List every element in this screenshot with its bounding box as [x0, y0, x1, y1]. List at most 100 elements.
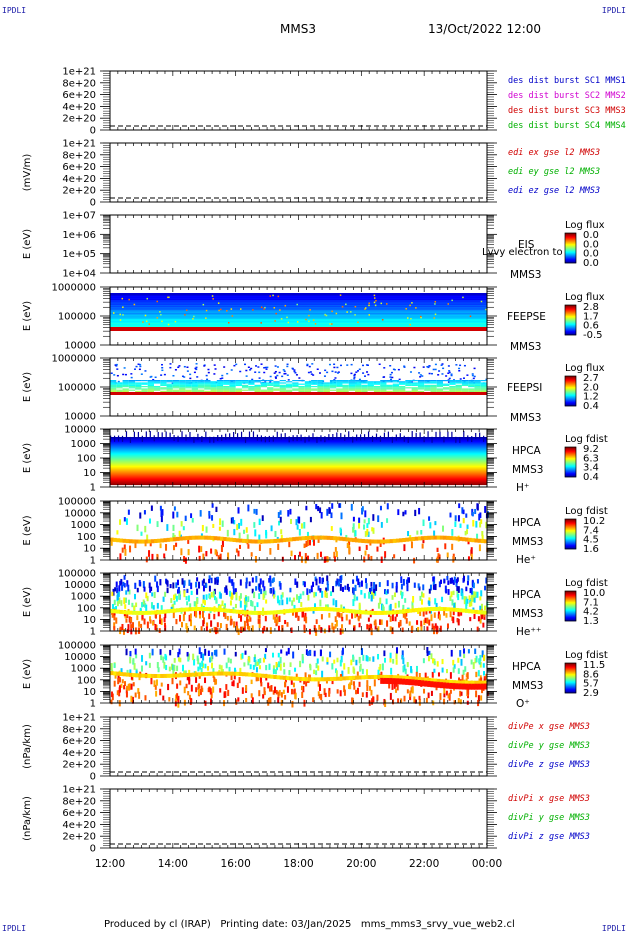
heatmap-cell: [187, 537, 190, 544]
heatmap-cell: [129, 656, 132, 664]
heatmap-cell: [183, 590, 186, 598]
colorbar-cell: [565, 239, 576, 241]
heatmap-cell: [128, 381, 136, 383]
heatmap-cell: [478, 513, 481, 521]
heatmap-cell: [123, 544, 126, 550]
heatmap-cell: [181, 578, 184, 585]
heatmap-cell: [457, 593, 460, 601]
heatmap-cell: [173, 600, 176, 605]
heatmap-cell: [248, 387, 255, 389]
heatmap-cell: [298, 528, 301, 536]
heatmap-cell: [292, 608, 296, 613]
colorbar-cell: [565, 606, 576, 608]
heatmap-cell: [361, 386, 368, 388]
heatmap-cell: [110, 380, 117, 382]
heatmap-cell: [351, 675, 356, 680]
heatmap-cell: [270, 610, 274, 615]
heatmap-cell: [260, 673, 265, 678]
heatmap-cell: [278, 661, 281, 668]
heatmap-cell: [216, 671, 221, 676]
heatmap-cell: [220, 308, 222, 311]
heatmap-cell: [269, 580, 272, 587]
colorbar-cell: [565, 591, 576, 593]
heatmap-cell: [298, 380, 305, 382]
heatmap-cell: [250, 600, 253, 607]
spacecraft-label-5: MMS3: [512, 464, 543, 476]
heatmap-cell: [179, 657, 182, 663]
heatmap-cell: [350, 679, 353, 686]
heatmap-cell: [239, 593, 242, 599]
heatmap-cell: [164, 612, 167, 619]
heatmap-cell: [204, 535, 208, 540]
heatmap-cell: [223, 383, 230, 385]
heatmap-cell: [446, 535, 450, 540]
heatmap-cell: [373, 297, 376, 299]
heatmap-cell: [207, 371, 210, 374]
heatmap-cell: [479, 432, 481, 439]
heatmap-cell: [280, 594, 283, 600]
heatmap-cell: [110, 313, 487, 315]
colorbar-cell: [565, 381, 576, 383]
heatmap-cell: [384, 700, 387, 708]
heatmap-cell: [116, 382, 123, 384]
heatmap-cell: [389, 373, 392, 376]
heatmap-cell: [150, 610, 155, 615]
heatmap-cell: [443, 698, 446, 705]
heatmap-cell: [199, 662, 202, 670]
heatmap-cell: [405, 380, 412, 382]
heatmap-cell: [350, 503, 353, 511]
heatmap-cell: [345, 534, 348, 540]
colorbar-cell: [565, 537, 576, 539]
heatmap-cell: [147, 381, 154, 383]
heatmap-cell: [228, 577, 231, 582]
heatmap-cell: [260, 588, 263, 595]
heatmap-cell: [405, 675, 409, 680]
heatmap-cell: [386, 386, 393, 388]
colorbar-cell: [565, 473, 576, 475]
heatmap-cell: [280, 692, 283, 698]
heatmap-cell: [238, 532, 241, 539]
heatmap-cell: [248, 383, 255, 385]
heatmap-cell: [254, 529, 257, 537]
heatmap-cell: [211, 652, 214, 660]
heatmap-cell: [308, 435, 310, 442]
heatmap-cell: [466, 374, 469, 376]
heatmap-cell: [257, 610, 262, 615]
heatmap-cell: [194, 607, 199, 612]
heatmap-cell: [351, 609, 356, 614]
heatmap-cell: [419, 374, 422, 376]
heatmap-cell: [381, 663, 384, 671]
colorbar-cell: [565, 475, 576, 477]
heatmap-cell: [385, 598, 388, 605]
heatmap-cell: [417, 677, 422, 682]
heatmap-cell: [389, 652, 392, 659]
heatmap-cell: [241, 386, 249, 388]
colorbar-cell: [565, 689, 576, 691]
heatmap-cell: [188, 579, 191, 586]
heatmap-cell: [441, 658, 444, 665]
heatmap-cell: [432, 658, 435, 664]
heatmap-cell: [225, 684, 228, 690]
heatmap-cell: [339, 690, 342, 697]
heatmap-cell: [223, 537, 227, 542]
heatmap-cell: [154, 575, 157, 582]
heatmap-cell: [358, 522, 361, 529]
heatmap-cell: [450, 591, 453, 598]
heatmap-cell: [166, 380, 173, 382]
heatmap-cell: [315, 503, 318, 510]
heatmap-cell: [351, 697, 354, 705]
heatmap-cell: [455, 382, 462, 384]
heatmap-cell: [428, 601, 431, 606]
y-tick-label: 1e+21: [62, 139, 96, 150]
heatmap-cell: [462, 377, 465, 379]
heatmap-cell: [210, 592, 213, 598]
colorbar-cell: [565, 324, 576, 326]
heatmap-cell: [251, 588, 254, 594]
heatmap-cell: [160, 384, 167, 386]
heatmap-cell: [182, 614, 185, 622]
heatmap-cell: [309, 663, 312, 668]
heatmap-cell: [174, 320, 177, 323]
heatmap-cell: [428, 365, 431, 367]
heatmap-cell: [411, 601, 414, 609]
heatmap-cell: [365, 364, 368, 366]
